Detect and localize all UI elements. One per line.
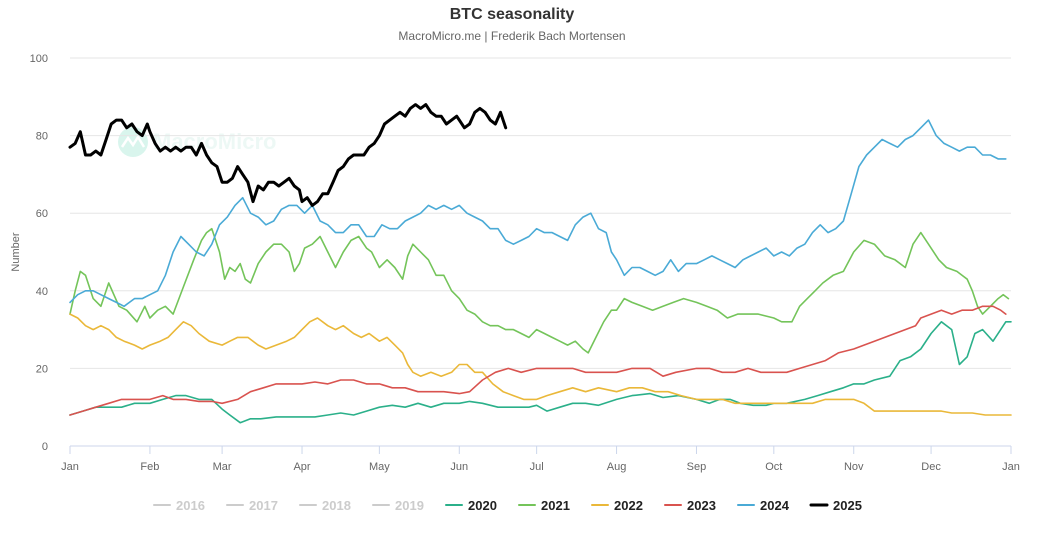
x-tick-label: May [369,461,390,473]
y-tick-label: 20 [36,363,48,375]
legend-item-2019[interactable]: 2019 [372,498,424,513]
legend-label: 2022 [614,498,643,513]
legend-item-2022[interactable]: 2022 [591,498,643,513]
legend-item-2016[interactable]: 2016 [153,498,205,513]
x-tick-label: Mar [213,461,232,473]
x-tick-label: Oct [765,461,782,473]
x-axis: Jan Feb Mar Apr May Jun Jul Aug Sep Oct Nov Dec Jan [61,445,1020,473]
y-tick-label: 60 [36,208,48,220]
y-gridlines [70,57,1011,447]
x-tick-label: Apr [293,461,310,473]
legend-item-2017[interactable]: 2017 [226,498,278,513]
series-line-2022 [69,313,1012,416]
x-tick-label: Nov [844,461,864,473]
legend-item-2018[interactable]: 2018 [299,498,351,513]
y-tick-label: 80 [36,131,48,143]
legend: 2016 2017 2018 2019 2020 2021 2022 2023 2024 2025 [153,498,862,513]
legend-item-2024[interactable]: 2024 [737,498,790,513]
legend-label: 2018 [322,498,351,513]
x-tick-label: Jul [530,461,544,473]
legend-item-2020[interactable]: 2020 [445,498,497,513]
legend-label: 2021 [541,498,570,513]
legend-label: 2024 [760,498,790,513]
x-tick-label: Dec [921,461,941,473]
legend-label: 2020 [468,498,497,513]
x-tick-label: Jun [450,461,468,473]
y-tick-label: 100 [30,53,48,65]
x-tick-label: Jan [1002,461,1020,473]
legend-item-2023[interactable]: 2023 [664,498,716,513]
x-tick-label: Jan [61,461,79,473]
y-axis-ticks: 0 20 40 60 80 100 [30,53,48,453]
legend-label: 2025 [833,498,862,513]
series-line-2025 [68,103,508,207]
series-line-2021 [69,227,1010,354]
watermark-logo-mark-icon [120,134,146,148]
legend-label: 2016 [176,498,205,513]
y-axis-label: Number [10,232,22,271]
x-tick-label: Aug [607,461,627,473]
legend-item-2021[interactable]: 2021 [518,498,570,513]
legend-label: 2023 [687,498,716,513]
y-tick-label: 40 [36,286,48,298]
y-tick-label: 0 [42,441,48,453]
series-line-2023 [69,305,1007,416]
series-lines [68,103,1012,424]
series-line-2020 [69,320,1012,424]
series-line-2024 [69,119,1007,308]
x-tick-label: Sep [687,461,707,473]
chart-title: BTC seasonality [450,6,575,23]
legend-label: 2019 [395,498,424,513]
x-tick-label: Feb [140,461,159,473]
legend-label: 2017 [249,498,278,513]
chart-subtitle: MacroMicro.me | Frederik Bach Mortensen [398,29,625,43]
legend-item-2025[interactable]: 2025 [809,498,862,513]
